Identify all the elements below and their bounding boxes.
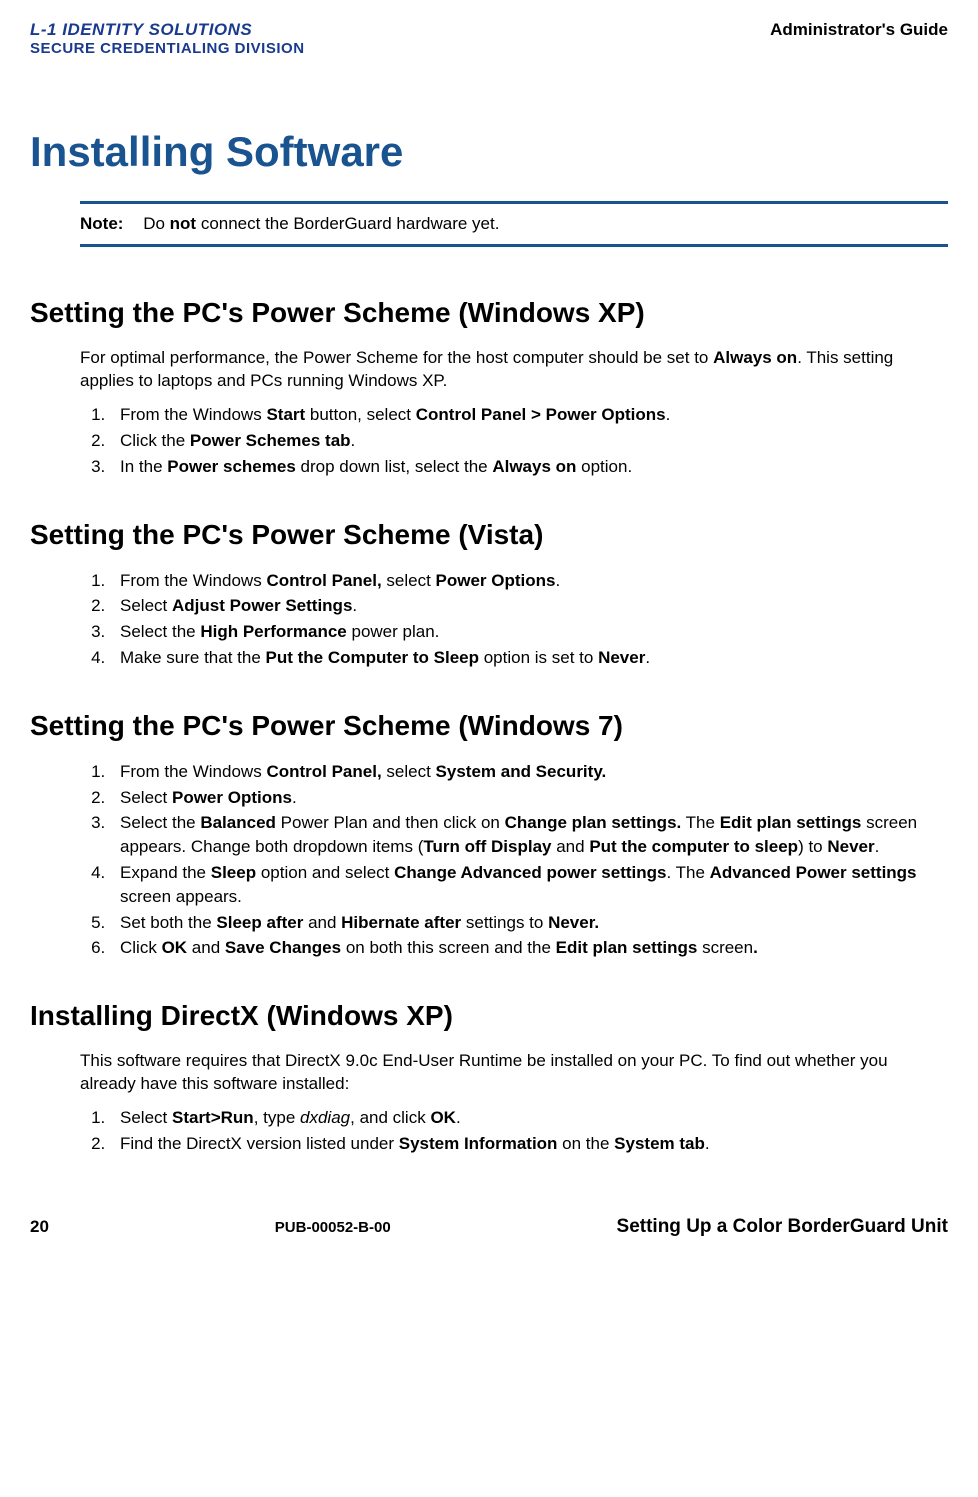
list-item: Find the DirectX version listed under Sy… [110,1132,948,1156]
list-item: Select Start>Run, type dxdiag, and click… [110,1106,948,1130]
list-item: In the Power schemes drop down list, sel… [110,455,948,479]
logo-line-2: SECURE CREDENTIALING DIVISION [30,40,305,58]
note-text-post: connect the BorderGuard hardware yet. [196,214,499,233]
list-item: Select the High Performance power plan. [110,620,948,644]
list-item: Set both the Sleep after and Hibernate a… [110,911,948,935]
xp-intro-pre: For optimal performance, the Power Schem… [80,348,713,367]
footer-section-title: Setting Up a Color BorderGuard Unit [617,1216,948,1238]
list-item: Click the Power Schemes tab. [110,429,948,453]
list-item: Make sure that the Put the Computer to S… [110,646,948,670]
note-text-pre: Do [143,214,169,233]
list-item: Select the Balanced Power Plan and then … [110,811,948,859]
list-item: From the Windows Control Panel, select S… [110,760,948,784]
directx-intro: This software requires that DirectX 9.0c… [80,1050,948,1096]
section-heading-directx: Installing DirectX (Windows XP) [30,1000,948,1032]
directx-steps: Select Start>Run, type dxdiag, and click… [80,1106,948,1156]
logo-line-1: L-1 IDENTITY SOLUTIONS [30,20,305,40]
section-heading-win7: Setting the PC's Power Scheme (Windows 7… [30,710,948,742]
footer-pub-id: PUB-00052-B-00 [275,1219,391,1236]
note-box: Note: Do not connect the BorderGuard har… [80,201,948,247]
page-container: L-1 IDENTITY SOLUTIONS SECURE CREDENTIAL… [0,0,978,1258]
page-footer: 20 PUB-00052-B-00 Setting Up a Color Bor… [30,1216,948,1238]
section-heading-vista: Setting the PC's Power Scheme (Vista) [30,519,948,551]
list-item: From the Windows Start button, select Co… [110,403,948,427]
guide-title: Administrator's Guide [770,20,948,40]
list-item: Click OK and Save Changes on both this s… [110,936,948,960]
xp-intro: For optimal performance, the Power Schem… [80,347,948,393]
vista-steps: From the Windows Control Panel, select P… [80,569,948,670]
section-heading-xp: Setting the PC's Power Scheme (Windows X… [30,297,948,329]
xp-intro-bold: Always on [713,348,797,367]
footer-page-number: 20 [30,1217,49,1237]
page-title: Installing Software [30,128,948,176]
list-item: From the Windows Control Panel, select P… [110,569,948,593]
list-item: Expand the Sleep option and select Chang… [110,861,948,909]
list-item: Select Adjust Power Settings. [110,594,948,618]
company-logo: L-1 IDENTITY SOLUTIONS SECURE CREDENTIAL… [30,20,305,58]
note-text-bold: not [170,214,196,233]
note-label: Note: [80,214,123,233]
list-item: Select Power Options. [110,786,948,810]
page-header: L-1 IDENTITY SOLUTIONS SECURE CREDENTIAL… [30,20,948,58]
xp-steps: From the Windows Start button, select Co… [80,403,948,478]
win7-steps: From the Windows Control Panel, select S… [80,760,948,960]
